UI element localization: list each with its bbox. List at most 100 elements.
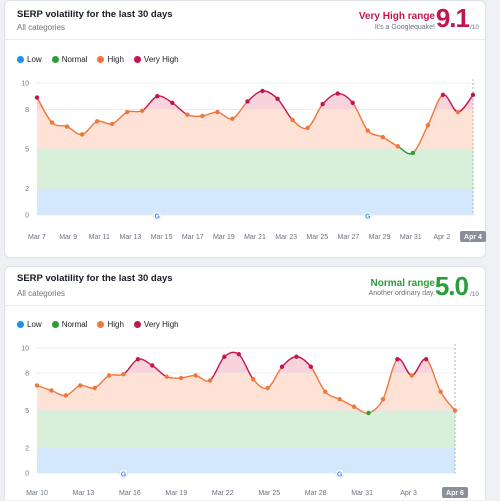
x-tick-label[interactable]: Mar 27 [338,234,360,241]
data-point[interactable] [337,397,342,402]
data-point[interactable] [438,389,443,394]
data-point[interactable] [245,99,250,104]
data-point[interactable] [230,116,235,121]
data-point[interactable] [185,112,190,117]
data-point[interactable] [440,92,446,98]
x-tick-label[interactable]: Apr 3 [400,490,417,497]
data-point[interactable] [34,95,40,100]
data-point[interactable] [140,108,145,113]
data-point[interactable] [380,134,385,140]
data-point[interactable] [308,364,314,369]
data-point[interactable] [294,354,299,359]
legend-item-low[interactable]: Low [17,55,42,64]
volatility-chart[interactable]: 0 2 5 8 10 G G Mar 10 Mar 13 Mar 16 Mar 19 Mar 22 Ma… [5,337,487,501]
data-point[interactable] [290,117,295,123]
x-tick-label[interactable]: Mar 23 [275,234,297,241]
data-point[interactable] [200,113,205,119]
x-tick-label[interactable]: Mar 25 [258,490,280,497]
data-point[interactable] [275,96,280,102]
x-tick-label[interactable]: Mar 19 [165,490,187,497]
data-point[interactable] [265,385,270,391]
data-point[interactable] [236,352,241,357]
x-tick-label[interactable]: Mar 11 [89,234,110,241]
data-point[interactable] [164,374,169,379]
data-point[interactable] [410,150,416,156]
volatility-chart[interactable]: 0 2 5 8 10 G G Mar 7 Mar 9 Mar 11 Mar 13 Mar 15 Mar … [5,71,487,251]
legend-item-very-high[interactable]: Very High [133,320,179,329]
data-point[interactable] [49,120,55,125]
x-tick-label[interactable]: Mar 19 [213,234,235,241]
data-point[interactable] [423,357,429,362]
data-point[interactable] [455,109,461,115]
data-point[interactable] [366,410,371,416]
data-point[interactable] [135,357,141,362]
data-point[interactable] [380,397,386,402]
data-point[interactable] [121,372,126,377]
google-g-icon[interactable]: G [119,469,128,479]
legend-item-low[interactable]: Low [17,320,42,329]
x-tick-label[interactable]: Mar 10 [26,490,48,497]
data-point[interactable] [365,128,370,133]
data-point[interactable] [335,91,340,96]
legend-item-very-high[interactable]: Very High [133,55,179,64]
x-tick-label[interactable]: Apr 6 [446,490,464,497]
data-point[interactable] [178,375,184,381]
data-point[interactable] [251,377,256,382]
data-point[interactable] [94,119,100,124]
data-point[interactable] [64,124,70,129]
google-g-icon[interactable]: G [363,211,373,221]
data-point[interactable] [350,100,355,105]
x-tick-label[interactable]: Mar 22 [212,490,234,497]
data-point[interactable] [409,373,414,378]
data-point[interactable] [207,378,213,383]
data-point[interactable] [279,364,285,369]
data-point[interactable] [79,132,85,137]
x-tick-label[interactable]: Mar 15 [151,234,173,241]
data-point[interactable] [49,388,54,393]
data-point[interactable] [323,389,328,394]
data-point[interactable] [320,101,325,107]
data-point[interactable] [106,373,112,378]
data-point[interactable] [125,109,130,115]
data-point[interactable] [78,383,83,388]
data-point[interactable] [222,354,227,359]
legend-item-high[interactable]: High [97,55,124,64]
x-tick-label[interactable]: Mar 25 [306,234,328,241]
data-point[interactable] [351,404,357,409]
data-point[interactable] [63,393,69,398]
data-point[interactable] [215,109,220,115]
data-point[interactable] [193,373,198,378]
x-tick-label[interactable]: Mar 29 [369,234,391,241]
data-point[interactable] [470,92,476,98]
x-tick-label[interactable]: Mar 7 [28,234,46,241]
x-tick-label[interactable]: Mar 13 [120,234,142,241]
data-point[interactable] [92,385,97,391]
data-point[interactable] [452,408,458,413]
x-tick-label[interactable]: Mar 17 [182,234,204,241]
x-tick-label[interactable]: Mar 31 [400,234,422,241]
data-point[interactable] [305,125,310,131]
x-tick-label[interactable]: Apr 4 [464,234,482,241]
data-point[interactable] [150,363,155,368]
x-tick-label[interactable]: Mar 28 [305,490,327,497]
data-point[interactable] [155,94,160,99]
x-tick-label[interactable]: Mar 31 [351,490,373,497]
x-tick-label[interactable]: Mar 13 [73,490,95,497]
data-point[interactable] [425,123,431,128]
data-point[interactable] [34,383,40,388]
data-point[interactable] [170,100,175,105]
legend-item-normal[interactable]: Normal [51,320,87,329]
data-point[interactable] [109,121,115,127]
data-point[interactable] [260,88,265,94]
data-point[interactable] [395,357,400,362]
google-g-icon[interactable]: G [335,469,344,479]
legend-item-normal[interactable]: Normal [51,55,87,64]
x-tick-label[interactable]: Mar 21 [244,234,266,241]
x-tick-label[interactable]: Mar 16 [119,490,141,497]
legend-item-high[interactable]: High [97,320,124,329]
x-tick-label[interactable]: Mar 9 [59,234,77,241]
data-point[interactable] [395,144,401,149]
x-tick-label[interactable]: Apr 2 [433,234,450,241]
y-tick-label: 5 [25,147,29,154]
google-g-icon[interactable]: G [152,211,162,221]
